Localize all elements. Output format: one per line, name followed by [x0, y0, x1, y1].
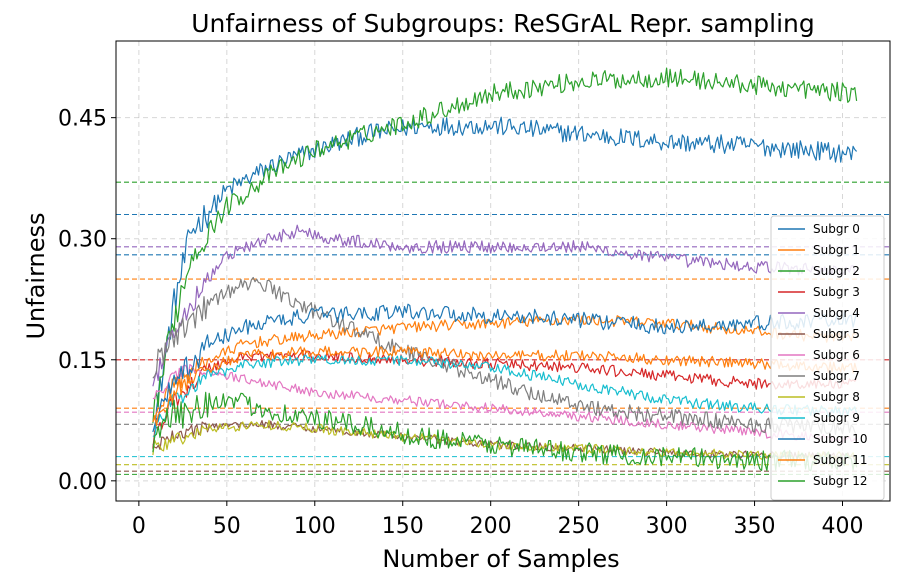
chart-title: Unfairness of Subgroups: ReSGrAL Repr. s…: [191, 9, 815, 38]
series-line: [152, 116, 858, 448]
y-tick-label: 0.30: [58, 228, 107, 253]
legend-label: Subgr 9: [813, 411, 860, 425]
series-line: [152, 349, 858, 449]
x-tick-label: 50: [213, 514, 241, 539]
x-tick-label: 0: [132, 514, 146, 539]
series-line: [152, 314, 857, 423]
legend-label: Subgr 1: [813, 243, 860, 257]
series-line: [152, 276, 858, 436]
x-tick-label: 150: [382, 514, 424, 539]
y-tick-label: 0.00: [58, 470, 107, 495]
x-tick-label: 400: [822, 514, 864, 539]
x-tick-label: 300: [646, 514, 688, 539]
legend-label: Subgr 6: [813, 348, 860, 362]
x-tick-label: 350: [734, 514, 776, 539]
legend-label: Subgr 12: [813, 474, 867, 488]
series-line: [152, 67, 858, 424]
legend-label: Subgr 0: [813, 222, 860, 236]
legend-box: [770, 215, 885, 501]
series-line: [152, 420, 858, 461]
x-tick-label: 250: [558, 514, 600, 539]
legend-label: Subgr 10: [813, 432, 867, 446]
series-lines: [152, 67, 858, 472]
y-tick-label: 0.45: [58, 107, 107, 132]
y-tick-label: 0.15: [58, 349, 107, 374]
legend-label: Subgr 11: [813, 453, 867, 467]
legend-label: Subgr 3: [813, 285, 860, 299]
legend: Subgr 0 Subgr 1 Subgr 2 Subgr 3 Subgr 4 Subgr…: [770, 215, 885, 501]
series-line: [152, 224, 857, 387]
series-line: [152, 303, 858, 433]
series-line: [152, 391, 858, 472]
x-axis-title: Number of Samples: [382, 545, 619, 573]
legend-label: Subgr 2: [813, 264, 860, 278]
legend-label: Subgr 5: [813, 327, 860, 341]
series-line: [152, 345, 858, 427]
series-line: [152, 353, 858, 438]
x-tick-label: 100: [294, 514, 336, 539]
x-ticks: 0 50 100 150 200 250 300 350 400: [132, 501, 864, 539]
x-tick-label: 200: [470, 514, 512, 539]
y-axis-title: Unfairness: [22, 212, 50, 339]
legend-label: Subgr 8: [813, 390, 860, 404]
legend-label: Subgr 4: [813, 306, 860, 320]
legend-label: Subgr 7: [813, 369, 860, 383]
series-line: [152, 364, 858, 444]
plot-frame: [115, 40, 891, 502]
y-ticks: 0.00 0.15 0.30 0.45: [58, 107, 116, 495]
